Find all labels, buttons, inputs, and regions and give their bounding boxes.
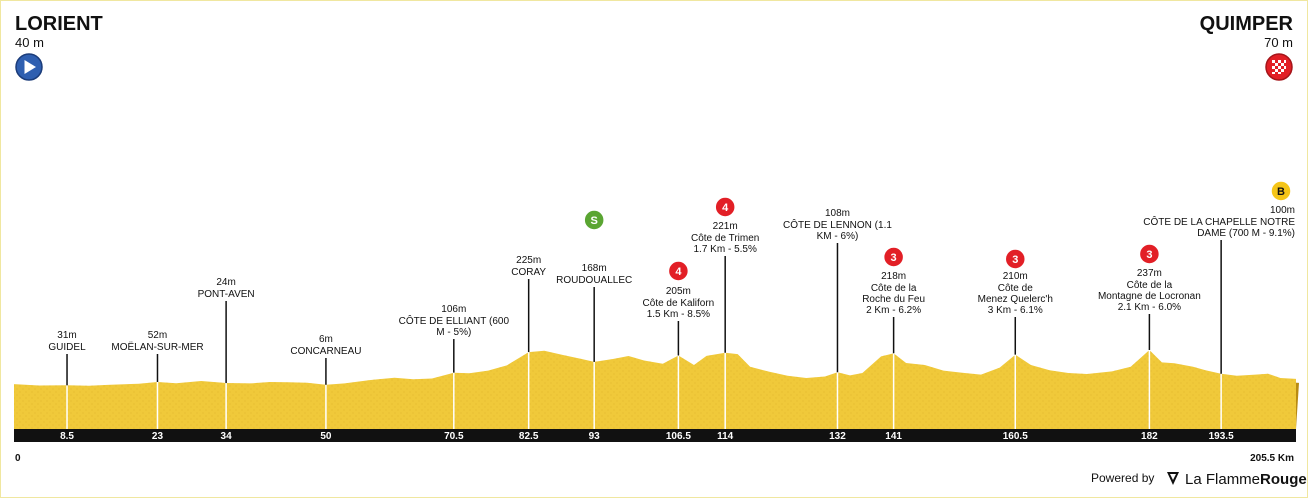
waypoint-altitude: 221m	[713, 221, 738, 232]
bonus-badge: B	[1270, 180, 1292, 202]
waypoint-altitude: 6m	[319, 334, 333, 345]
profile-texture	[14, 350, 1296, 429]
climb-category-badge: 4	[667, 260, 690, 282]
finish-altitude: 70 m	[1264, 35, 1293, 50]
km-label-9: 132	[829, 431, 846, 442]
waypoint-altitude: 168m	[582, 263, 607, 274]
badge-label: 3	[1012, 254, 1018, 266]
badge-label: 4	[675, 266, 682, 278]
badge-circle	[882, 246, 905, 268]
km-label-3: 50	[320, 431, 332, 442]
km-label-11: 160.5	[1003, 431, 1028, 442]
finish-flag-icon	[1265, 53, 1293, 81]
badge-circle	[714, 196, 736, 218]
km-label-6: 93	[589, 431, 601, 442]
waypoint-altitude: 100m	[1270, 205, 1295, 216]
waypoint-altitude: 210m	[1003, 271, 1028, 282]
start-city: LORIENT	[15, 13, 103, 35]
waypoint-name: MOËLAN-SUR-MER	[111, 341, 203, 353]
waypoint-altitude: 106m	[441, 304, 466, 315]
sprint-badge: S	[583, 209, 605, 231]
km-label-1: 23	[152, 431, 164, 442]
distance-ticks: 8.5 23 34 50 70.5 82.5 93 106.5 114 132 141 160.5 18…	[60, 431, 1234, 442]
km-label-7: 106.5	[666, 431, 691, 442]
waypoint-name: Côte de la Roche du Feu 2 Km - 6.2%	[862, 283, 925, 316]
km-label-0: 8.5	[60, 431, 74, 442]
badge-label: 3	[1146, 249, 1152, 261]
km-label-8: 114	[717, 431, 734, 442]
distance-axis-band	[14, 429, 1296, 442]
waypoint-altitude: 24m	[216, 277, 235, 288]
waypoint-altitude: 108m	[825, 208, 850, 219]
finish-city: QUIMPER	[1200, 13, 1294, 35]
la-flamme-rouge-logo-icon	[1167, 472, 1179, 485]
climb-category-badge: 3	[882, 246, 905, 268]
badge-label: S	[591, 215, 598, 227]
waypoint-altitude: 205m	[666, 286, 691, 297]
waypoint-altitude: 31m	[57, 330, 76, 341]
km-label-5: 82.5	[519, 431, 539, 442]
badge-circle	[1270, 180, 1292, 202]
waypoint-name: Côte de Kaliforn 1.5 Km - 8.5%	[643, 298, 715, 320]
climb-category-badge: 4	[714, 196, 736, 218]
km-label-10: 141	[885, 431, 902, 442]
waypoint-name: ROUDOUALLEC	[556, 275, 632, 286]
badge-circle	[667, 260, 690, 282]
waypoint-name: CÔTE DE LA CHAPELLE NOTRE DAME (700 M - 9…	[1143, 215, 1295, 239]
start-altitude: 40 m	[15, 35, 44, 50]
waypoint-altitude: 237m	[1137, 268, 1162, 279]
badge-circle	[583, 209, 605, 231]
waypoint-name: Côte de Menez Quelerc'h 3 Km - 6.1%	[978, 283, 1053, 316]
waypoint-name: CORAY	[511, 267, 546, 278]
badge-circle	[1004, 248, 1027, 270]
waypoint-name: Côte de la Montagne de Locronan 2.1 Km - 6…	[1098, 280, 1201, 313]
climb-category-badge: 3	[1004, 248, 1027, 270]
climb-category-badge: 3	[1138, 243, 1161, 265]
badge-label: 3	[891, 252, 897, 264]
waypoint-markers: 31mGUIDEL52mMOËLAN-SUR-MER24mPONT-AVEN6m…	[48, 180, 1295, 429]
badge-label: B	[1277, 186, 1285, 198]
waypoint-name: CONCARNEAU	[290, 346, 361, 357]
brand-rouge: Rouge	[1260, 471, 1307, 488]
km-label-4: 70.5	[444, 431, 464, 442]
badge-label: 4	[722, 202, 729, 214]
distance-end-label: 205.5 Km	[1250, 453, 1294, 464]
waypoint-altitude: 225m	[516, 255, 541, 266]
waypoint-name: PONT-AVEN	[198, 289, 255, 300]
start-play-icon	[15, 53, 43, 81]
waypoint-altitude: 52m	[148, 330, 167, 341]
km-label-13: 193.5	[1209, 431, 1234, 442]
brand-la: La Flamme	[1185, 471, 1260, 488]
waypoint-altitude: 218m	[881, 271, 906, 282]
waypoint-name: GUIDEL	[48, 342, 86, 353]
badge-circle	[1138, 243, 1161, 265]
distance-start-label: 0	[15, 453, 21, 464]
waypoint-name: CÔTE DE LENNON (1.1 KM - 6%)	[783, 218, 892, 242]
brand-logo: La FlammeRouge	[1185, 471, 1307, 488]
powered-by-label: Powered by	[1091, 471, 1154, 485]
waypoint-name: CÔTE DE ELLIANT (600 M - 5%)	[399, 314, 510, 338]
km-label-12: 182	[1141, 431, 1158, 442]
waypoint-name: Côte de Trimen 1.7 Km - 5.5%	[691, 233, 759, 255]
km-label-2: 34	[221, 431, 233, 442]
